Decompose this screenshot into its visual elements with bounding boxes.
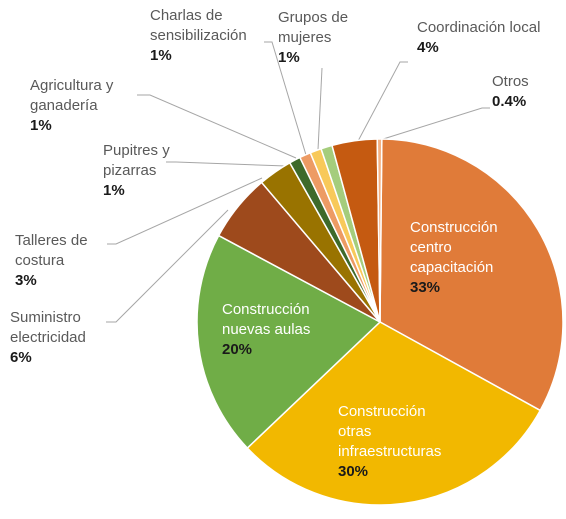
value-label: 1% xyxy=(278,49,300,66)
slice-label: Suministro electricidad 6% xyxy=(10,308,110,368)
leader-line xyxy=(379,107,490,141)
slice-label: Construcción centro capacitación 33% xyxy=(410,218,530,298)
slice-label: Talleres de costura 3% xyxy=(15,231,115,291)
value-label: 20% xyxy=(222,341,253,358)
category-label: Coordinación local xyxy=(417,19,541,36)
slice-label: Agricultura y ganadería 1% xyxy=(30,76,150,136)
value-label: 4% xyxy=(417,39,439,56)
pie-slice xyxy=(376,138,383,323)
value-label: 33% xyxy=(410,279,441,296)
category-label: Construcción centro capacitación xyxy=(410,219,498,276)
pie-slice xyxy=(246,321,542,506)
leader-line xyxy=(264,41,307,156)
category-label: Pupitres y pizarras xyxy=(103,142,170,179)
value-label: 1% xyxy=(150,47,172,64)
slice-label: Pupitres y pizarras 1% xyxy=(103,141,183,201)
category-label: Suministro electricidad xyxy=(10,309,86,346)
leader-line xyxy=(166,161,287,167)
leader-lines xyxy=(106,41,490,323)
slice-label: Charlas de sensibilización 1% xyxy=(150,6,270,66)
category-label: Otros xyxy=(492,73,529,90)
value-label: 30% xyxy=(338,463,369,480)
category-label: Agricultura y ganadería xyxy=(30,77,114,114)
slice-label: Otros 0.4% xyxy=(492,72,562,112)
value-label: 1% xyxy=(30,117,52,134)
slice-label: Construcción otras infraestructuras 30% xyxy=(338,402,458,482)
leader-line xyxy=(317,67,323,151)
category-label: Grupos de mujeres xyxy=(278,9,349,46)
pie-slice xyxy=(379,138,564,412)
pie-slice xyxy=(196,234,382,450)
value-label: 6% xyxy=(10,349,32,366)
category-label: Construcción otras infraestructuras xyxy=(338,403,442,460)
slice-label: Grupos de mujeres 1% xyxy=(278,8,368,68)
slice-label: Construcción nuevas aulas 20% xyxy=(222,300,332,360)
category-label: Construcción nuevas aulas xyxy=(222,301,311,338)
category-label: Talleres de costura xyxy=(15,232,88,269)
leader-line xyxy=(107,177,263,245)
value-label: 0.4% xyxy=(492,93,527,110)
leader-line xyxy=(137,94,297,159)
value-label: 3% xyxy=(15,272,37,289)
leader-line xyxy=(356,61,408,144)
slice-label: Coordinación local 4% xyxy=(417,18,566,58)
leader-line xyxy=(106,209,229,323)
value-label: 1% xyxy=(103,182,125,199)
category-label: Charlas de sensibilización xyxy=(150,7,247,44)
